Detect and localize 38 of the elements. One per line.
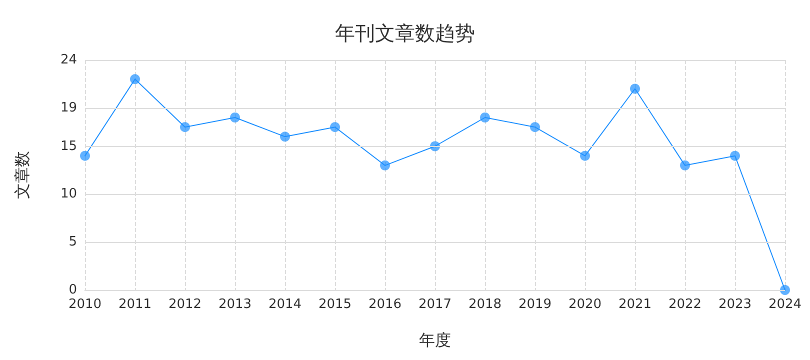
x-tick-label: 2013 — [218, 297, 252, 312]
point — [780, 285, 790, 295]
x-tick-label: 2017 — [418, 297, 452, 312]
point — [180, 122, 190, 132]
chart-title: 年刊文章数趋势 — [335, 21, 475, 45]
point — [530, 122, 540, 132]
x-tick-label: 2010 — [68, 297, 102, 312]
y-tick-label: 0 — [68, 282, 77, 298]
point — [680, 160, 690, 170]
y-tick-label: 5 — [68, 234, 77, 250]
x-axis-title: 年度 — [419, 330, 451, 350]
x-tick-label: 2012 — [168, 297, 202, 312]
point — [580, 150, 590, 161]
y-axis-title: 文章数 — [12, 151, 32, 199]
point — [80, 150, 90, 161]
x-tick-label: 2011 — [118, 297, 152, 312]
point — [280, 132, 290, 142]
x-tick-label: 2020 — [568, 297, 602, 312]
y-tick-label: 15 — [60, 138, 77, 154]
x-tick-label: 2014 — [268, 297, 302, 312]
point — [730, 150, 740, 161]
point — [480, 112, 490, 122]
y-tick-label: 24 — [60, 52, 77, 68]
y-tick-label: 10 — [60, 186, 77, 202]
point — [230, 112, 240, 122]
x-tick-label: 2019 — [518, 297, 552, 312]
x-tick-label: 2015 — [318, 297, 352, 312]
x-tick-label: 2016 — [368, 297, 402, 312]
point — [630, 84, 640, 94]
x-tick-label: 2024 — [768, 297, 802, 312]
point — [330, 122, 340, 132]
point — [380, 160, 390, 170]
y-tick-label: 19 — [60, 100, 77, 116]
x-tick-label: 2023 — [718, 297, 752, 312]
x-tick-label: 2022 — [668, 297, 702, 312]
point — [130, 74, 140, 84]
x-tick-label: 2018 — [468, 297, 502, 312]
x-tick-label: 2021 — [618, 297, 652, 312]
